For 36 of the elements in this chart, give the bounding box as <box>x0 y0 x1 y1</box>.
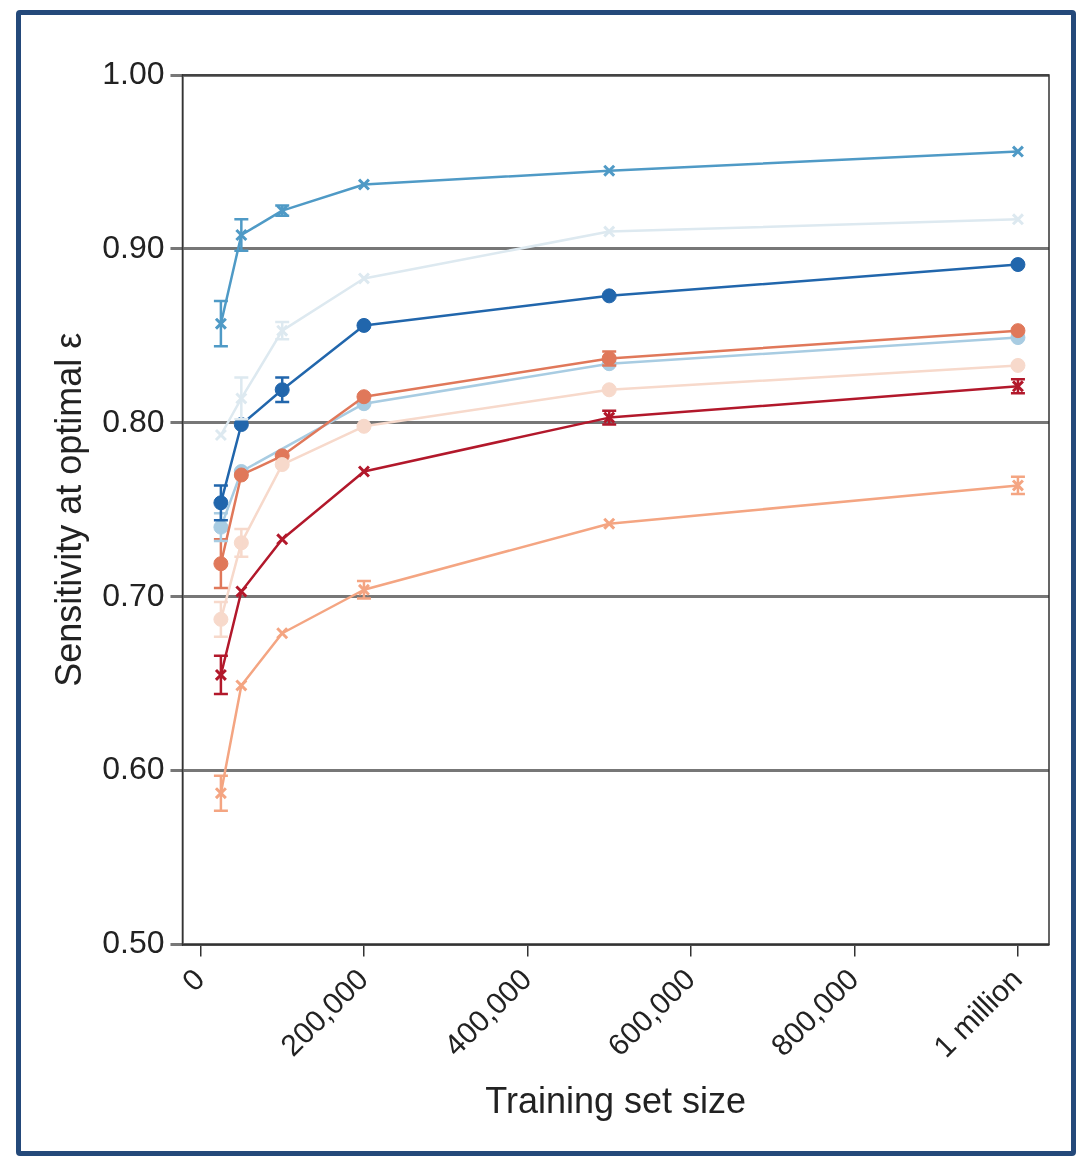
point <box>357 272 371 285</box>
point <box>214 668 228 682</box>
y-tick-label: 0.90 <box>102 228 165 265</box>
point <box>234 585 248 598</box>
y-axis-title: Sensitivity at optimal ε <box>47 332 89 687</box>
point <box>214 786 228 800</box>
point <box>357 178 371 192</box>
point <box>1010 257 1026 273</box>
point <box>602 517 616 531</box>
point <box>234 392 248 405</box>
y-tick-label: 0.70 <box>102 576 165 613</box>
point <box>601 288 617 304</box>
point <box>602 225 616 238</box>
point <box>602 164 616 178</box>
y-tick-label: 0.50 <box>102 924 165 961</box>
point <box>1010 357 1026 373</box>
point <box>274 457 290 473</box>
point <box>356 389 372 405</box>
point <box>275 532 289 546</box>
point <box>1010 323 1026 339</box>
point <box>275 626 289 640</box>
x-axis-title: Training set size <box>485 1080 747 1122</box>
y-tick-label: 1.00 <box>102 54 165 91</box>
point <box>356 418 372 434</box>
y-tick-label: 0.80 <box>102 402 165 439</box>
point <box>356 317 372 333</box>
point <box>357 465 371 478</box>
point <box>1011 145 1025 158</box>
point <box>601 382 617 398</box>
point <box>214 317 228 331</box>
y-tick-label: 0.60 <box>102 750 165 787</box>
point <box>234 228 248 242</box>
x-tick-label: 0 <box>175 962 211 998</box>
point <box>234 678 248 692</box>
point <box>1011 212 1025 226</box>
point <box>214 428 228 442</box>
